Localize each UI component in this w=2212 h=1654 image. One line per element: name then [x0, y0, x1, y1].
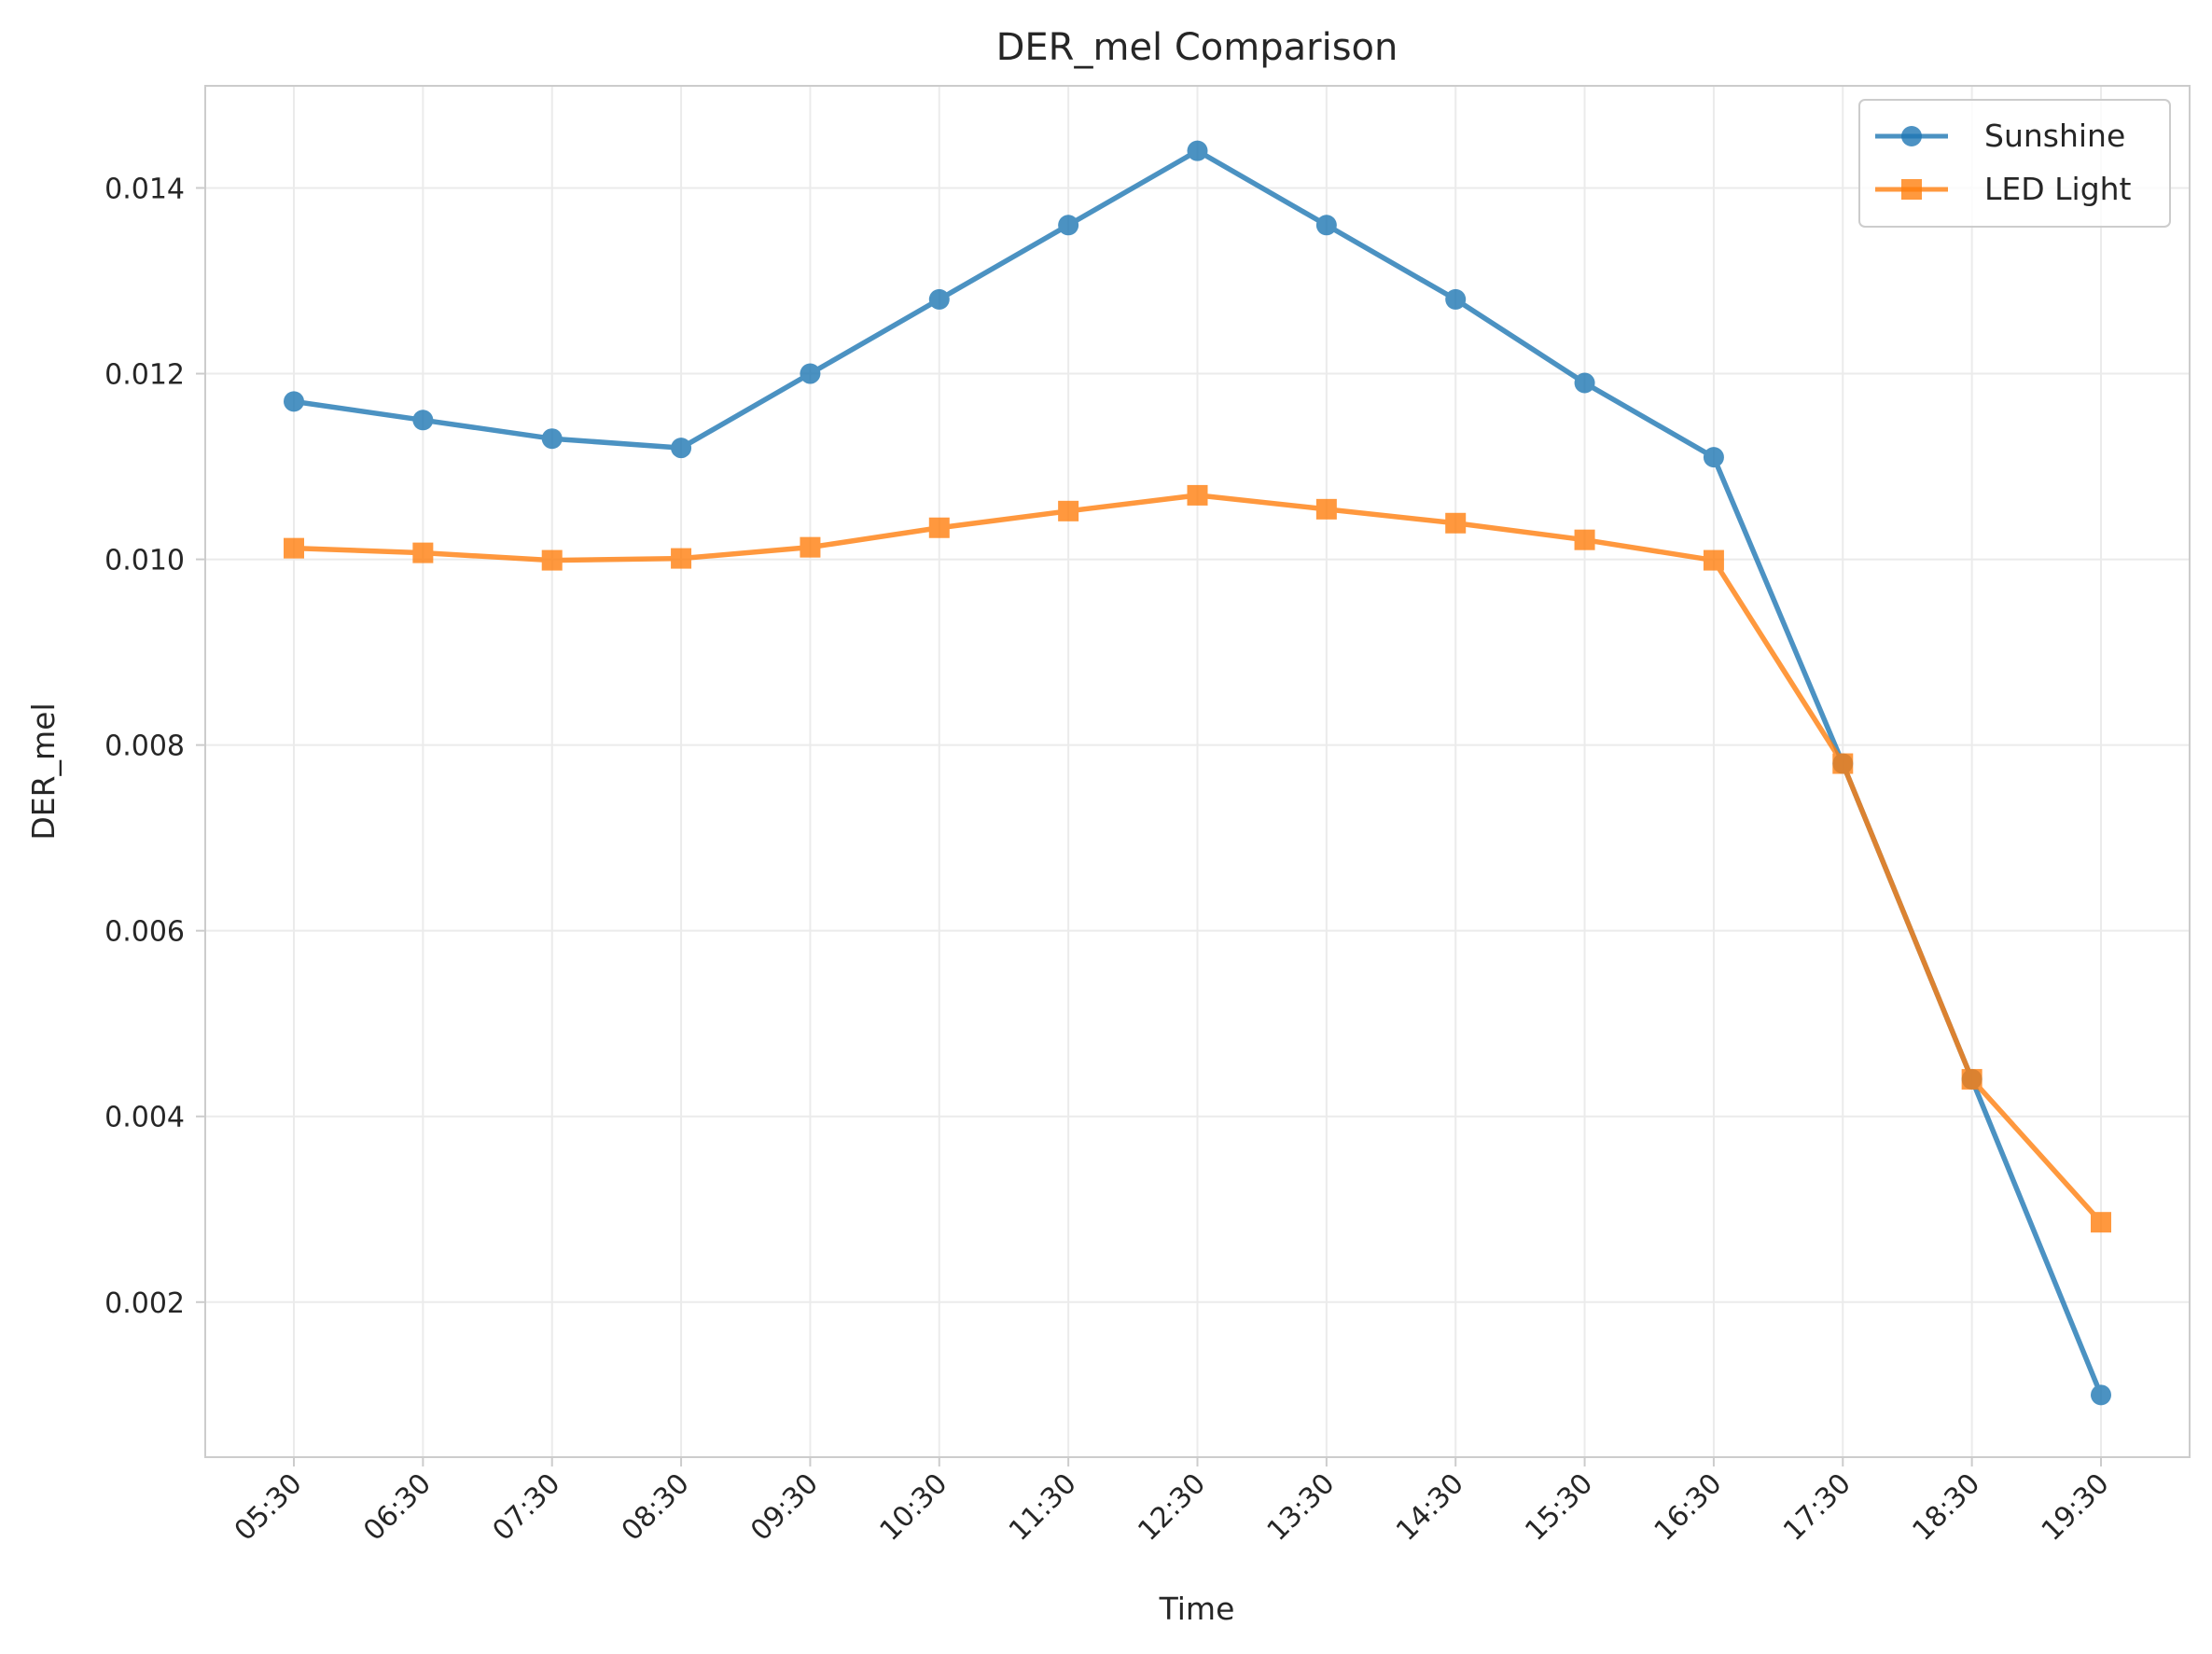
- data-point-led-light-09-30: [800, 536, 821, 558]
- data-point-sunshine-19-30: [2091, 1384, 2111, 1406]
- data-point-led-light-07-30: [541, 549, 563, 571]
- data-point-sunshine-06-30: [412, 410, 434, 431]
- y-tick-label-0-008: 0.008: [104, 730, 185, 763]
- data-point-sunshine-16-30: [1703, 447, 1724, 468]
- y-tick-label-0-004: 0.004: [104, 1102, 185, 1134]
- data-point-led-light-05-30: [284, 537, 304, 559]
- y-axis: 0.002 0.004 0.006 0.008 0.010 0.012 0.014: [104, 173, 205, 1320]
- data-point-sunshine-12-30: [1187, 140, 1208, 161]
- chart-title: DER_mel Comparison: [996, 26, 1398, 69]
- y-tick-label-0-010: 0.010: [104, 545, 185, 577]
- y-tick-label-0-012: 0.012: [104, 359, 185, 392]
- data-point-sunshine-15-30: [1574, 372, 1595, 394]
- legend-marker-led-light: [1901, 179, 1922, 200]
- legend-box: [1858, 99, 2171, 228]
- data-point-led-light-10-30: [928, 517, 950, 538]
- data-point-sunshine-05-30: [284, 391, 304, 412]
- data-point-sunshine-10-30: [928, 288, 950, 310]
- data-point-led-light-06-30: [412, 542, 434, 563]
- data-point-led-light-15-30: [1574, 529, 1595, 550]
- data-point-led-light-19-30: [2091, 1212, 2111, 1233]
- data-point-sunshine-08-30: [671, 438, 692, 459]
- data-point-sunshine-13-30: [1315, 215, 1337, 236]
- data-point-led-light-18-30: [1961, 1068, 1982, 1090]
- y-axis-label: DER_mel: [25, 702, 62, 840]
- legend: Sunshine LED Light: [1858, 99, 2171, 228]
- data-point-sunshine-07-30: [541, 428, 563, 450]
- legend-label-led-light: LED Light: [1984, 171, 2132, 207]
- legend-marker-sunshine: [1901, 126, 1922, 146]
- data-point-sunshine-14-30: [1445, 288, 1467, 310]
- data-point-sunshine-11-30: [1058, 215, 1079, 236]
- y-tick-label-0-002: 0.002: [104, 1287, 185, 1320]
- data-point-led-light-12-30: [1187, 484, 1208, 506]
- data-point-led-light-14-30: [1445, 512, 1467, 534]
- data-point-led-light-17-30: [1832, 753, 1854, 774]
- series-layer: [284, 140, 2111, 1406]
- data-point-sunshine-09-30: [800, 363, 821, 384]
- legend-label-sunshine: Sunshine: [1984, 118, 2125, 154]
- data-point-led-light-16-30: [1703, 549, 1724, 571]
- y-tick-label-0-014: 0.014: [104, 173, 185, 205]
- y-tick-label-0-006: 0.006: [104, 916, 185, 949]
- data-point-led-light-11-30: [1058, 500, 1079, 521]
- data-point-led-light-08-30: [671, 548, 692, 569]
- x-axis-label: Time: [1159, 1591, 1235, 1627]
- series-led-light: [284, 484, 2111, 1233]
- data-point-led-light-13-30: [1315, 498, 1337, 520]
